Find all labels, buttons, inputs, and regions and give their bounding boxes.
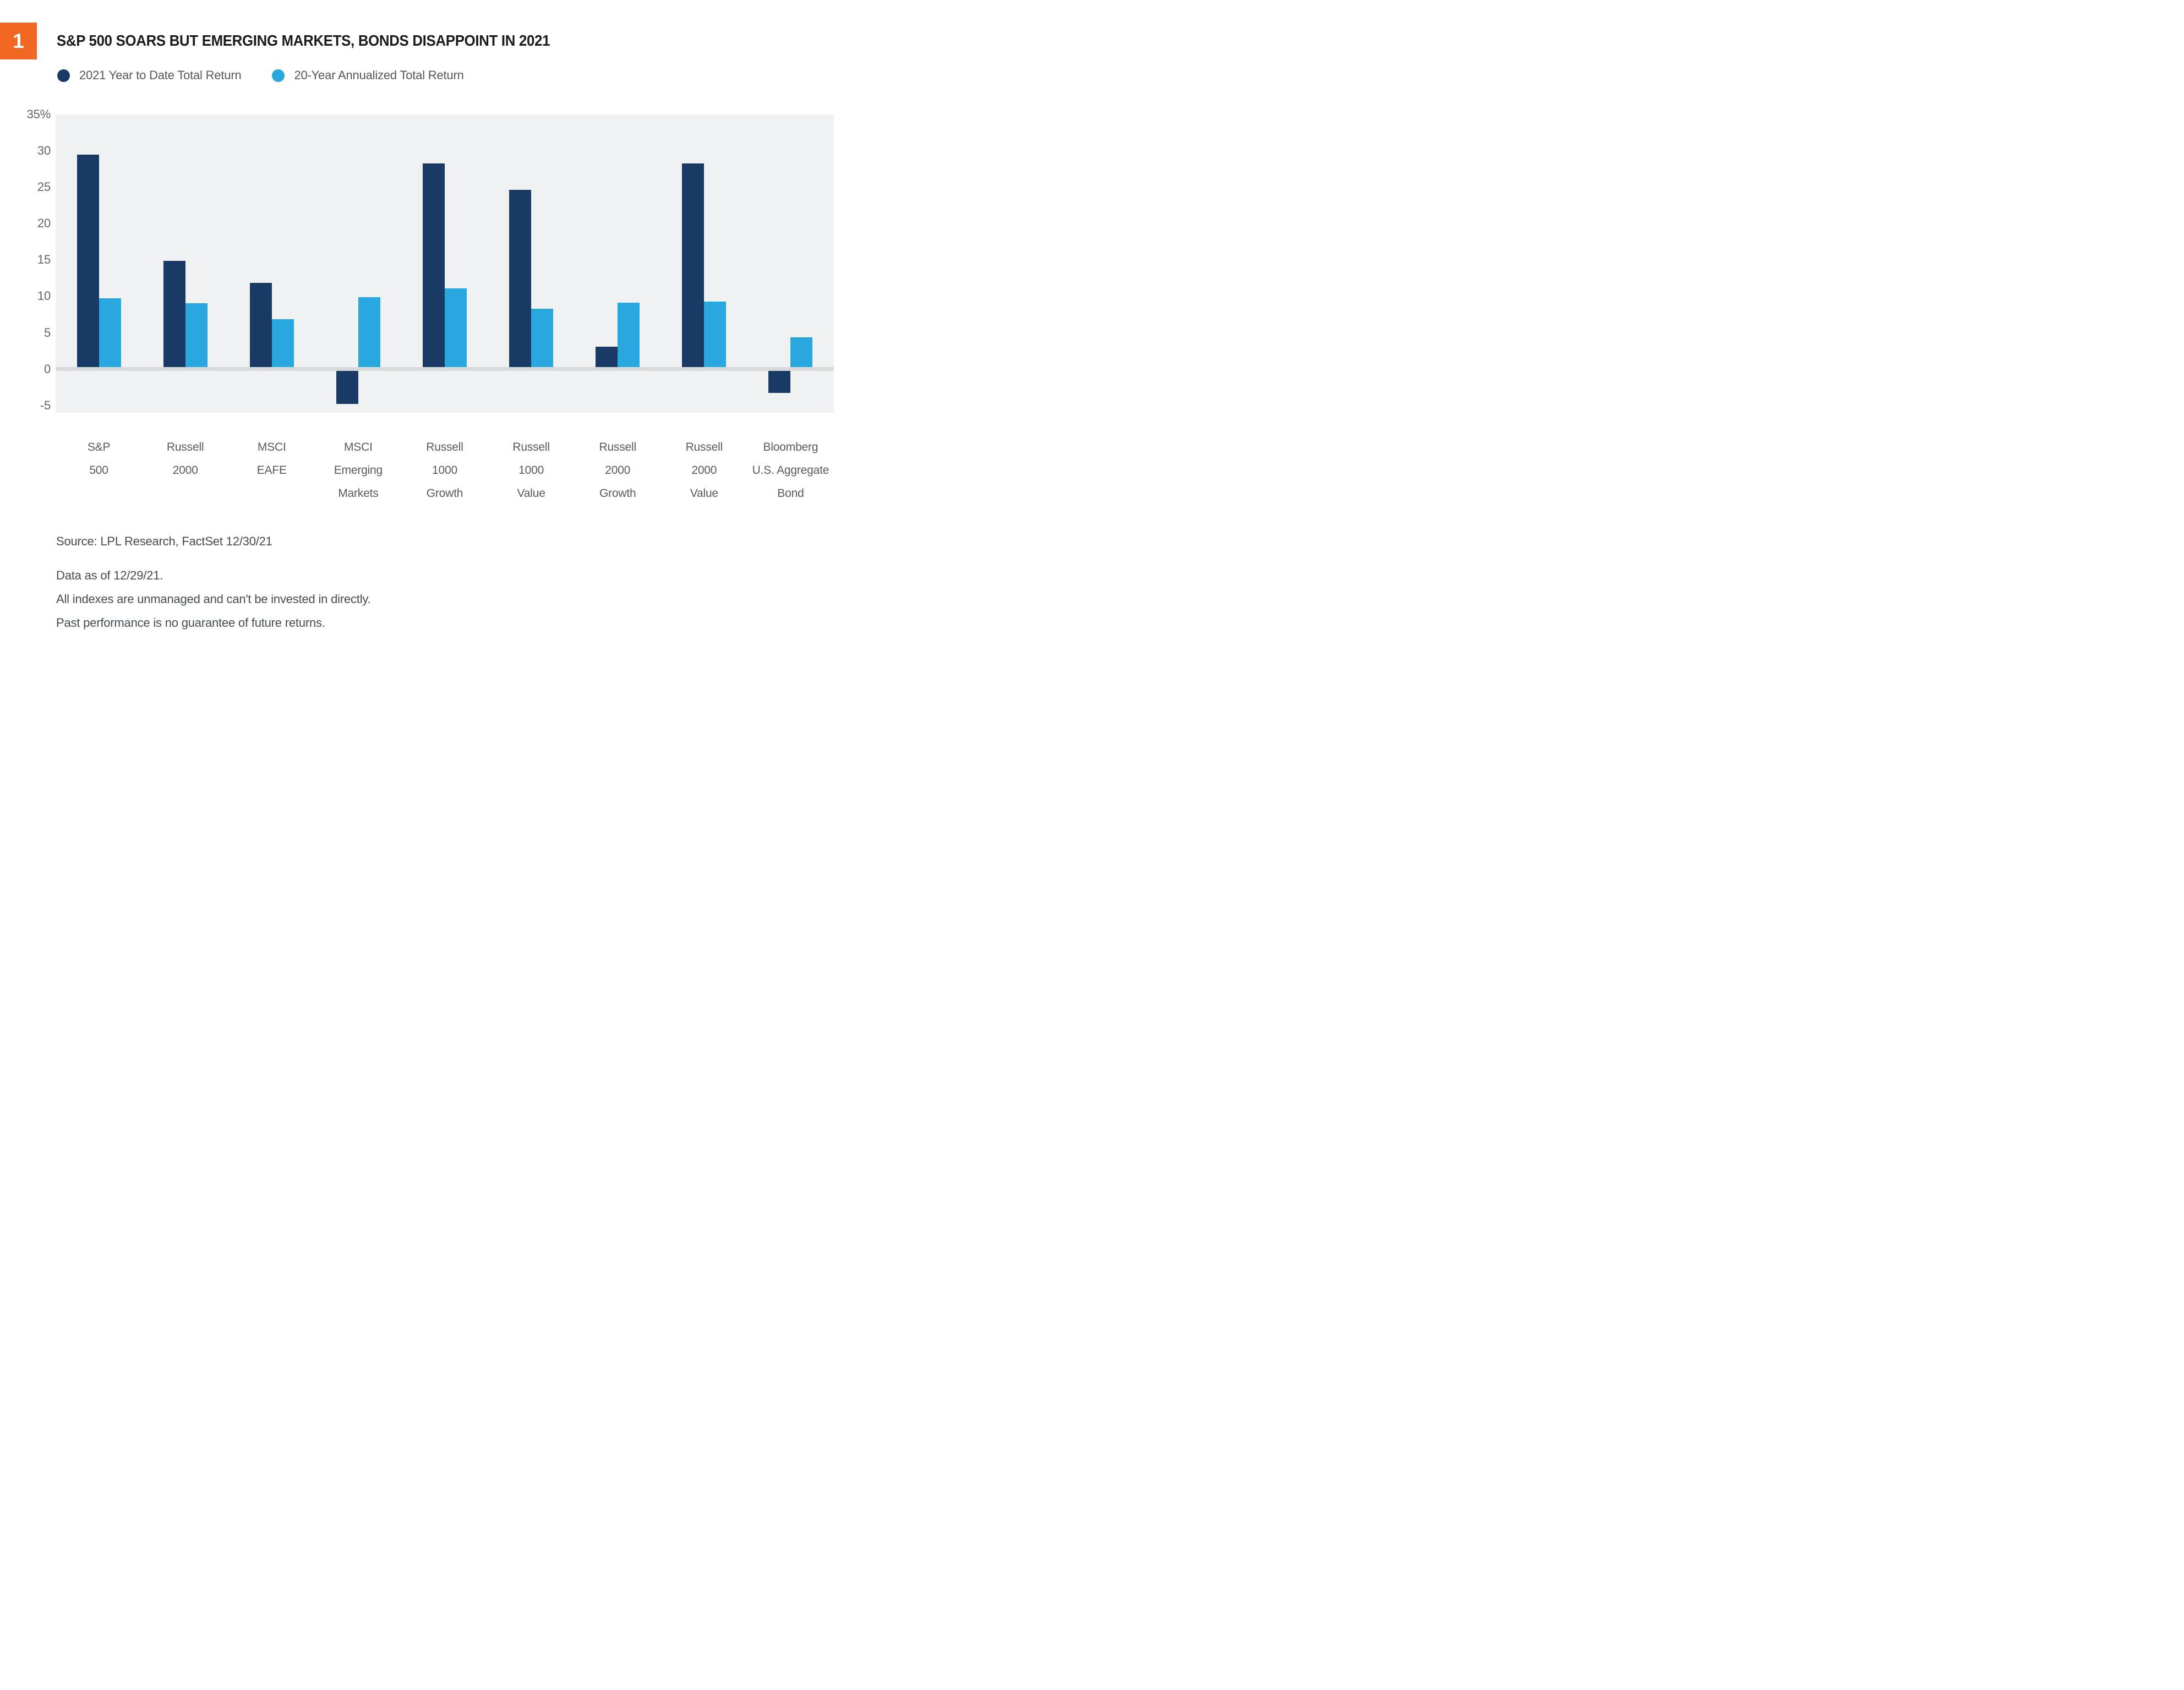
figure-number-badge: 1 [0, 23, 37, 59]
y-tick-0: 0 [43, 362, 51, 376]
bar-20yr-2 [271, 319, 294, 368]
y-tick-30: 30 [37, 144, 51, 158]
bar-20yr-3 [358, 297, 380, 368]
x-label-line: 2000 [172, 464, 198, 477]
x-label-line: 1000 [518, 464, 544, 477]
y-tick--5: -5 [40, 398, 51, 412]
x-label-6: Russell 2000 Growth [568, 436, 667, 505]
x-label-line: Russell [512, 441, 550, 453]
y-axis-labels: 35% 30 25 20 15 10 5 0 -5 [0, 107, 51, 413]
footer-note: Data as of 12/29/21. [56, 568, 163, 582]
x-label-line: U.S. Aggregate [752, 464, 829, 477]
bar-20yr-5 [531, 309, 554, 368]
x-label-line: MSCI [344, 441, 373, 453]
source-line: Source: LPL Research, FactSet 12/30/21 [56, 534, 272, 548]
x-axis-labels: S&P 500 Russell 2000 MSCI EAFE MSCI Emerging Mar… [56, 436, 834, 518]
legend-label-20yr-return: 20-Year Annualized Total Return [294, 68, 464, 82]
bar-ytd-3 [336, 371, 358, 404]
legend-item-20yr-return: 20-Year Annualized Total Return [272, 68, 464, 83]
chart-title: S&P 500 SOARS BUT EMERGING MARKETS, BOND… [57, 32, 550, 49]
x-label-line: Russell [166, 441, 204, 453]
legend-dot-ytd-return-icon [57, 69, 70, 82]
x-label-8: Bloomberg U.S. Aggregate Bond [741, 436, 840, 505]
x-label-line: 2000 [691, 464, 717, 477]
x-label-line: Bloomberg [763, 441, 818, 453]
x-label-line: Growth [426, 487, 463, 500]
figure-page: 1 S&P 500 SOARS BUT EMERGING MARKETS, BO… [0, 0, 853, 660]
bar-ytd-2 [249, 282, 272, 368]
y-tick-5: 5 [43, 325, 51, 340]
bar-20yr-8 [790, 337, 813, 368]
bar-ytd-8 [768, 371, 791, 393]
x-label-5: Russell 1000 Value [482, 436, 581, 505]
x-label-line: 1000 [432, 464, 457, 477]
legend-label-ytd-return: 2021 Year to Date Total Return [79, 68, 242, 82]
legend-dot-20yr-return-icon [272, 69, 285, 82]
bar-20yr-1 [185, 303, 208, 368]
x-label-3: MSCI Emerging Markets [309, 436, 408, 505]
bar-ytd-7 [682, 163, 705, 368]
bar-20yr-4 [445, 288, 467, 368]
x-label-line: MSCI [257, 441, 286, 453]
bar-ytd-1 [163, 261, 185, 368]
x-label-1: Russell 2000 [136, 436, 235, 482]
x-label-line: Emerging [334, 464, 383, 477]
x-label-0: S&P 500 [50, 436, 149, 482]
x-label-line: Russell [599, 441, 636, 453]
x-label-line: Growth [599, 487, 636, 500]
footer-notes: Data as of 12/29/21. All indexes are unma… [56, 564, 371, 635]
x-label-line: Bond [777, 487, 804, 500]
bar-ytd-0 [77, 155, 99, 368]
x-label-line: S&P [87, 441, 111, 453]
x-label-line: Russell [426, 441, 463, 453]
bar-20yr-0 [99, 298, 121, 368]
x-label-4: Russell 1000 Growth [395, 436, 494, 505]
bar-ytd-6 [596, 347, 618, 368]
footer-note: Past performance is no guarantee of futu… [56, 616, 325, 630]
y-tick-10: 10 [37, 289, 51, 303]
x-label-line: 500 [89, 464, 108, 477]
y-tick-20: 20 [37, 216, 51, 231]
x-label-line: Value [690, 487, 718, 500]
x-label-line: Value [517, 487, 545, 500]
bar-ytd-4 [423, 163, 445, 368]
x-label-2: MSCI EAFE [222, 436, 321, 482]
bar-ytd-5 [509, 189, 532, 368]
plot-area [56, 114, 834, 413]
chart-legend: 2021 Year to Date Total Return 20-Year A… [57, 68, 464, 83]
x-label-7: Russell 2000 Value [654, 436, 754, 505]
x-label-line: Russell [685, 441, 723, 453]
x-label-line: EAFE [256, 464, 287, 477]
y-tick-35: 35% [26, 107, 51, 121]
x-label-line: Markets [338, 487, 379, 500]
bar-20yr-7 [704, 302, 727, 368]
footer-note: All indexes are unmanaged and can't be i… [56, 592, 371, 606]
bar-20yr-6 [618, 302, 640, 368]
x-label-line: 2000 [605, 464, 631, 477]
legend-item-ytd-return: 2021 Year to Date Total Return [57, 68, 242, 83]
zero-baseline [56, 367, 834, 371]
y-tick-15: 15 [37, 253, 51, 267]
y-tick-25: 25 [37, 180, 51, 194]
